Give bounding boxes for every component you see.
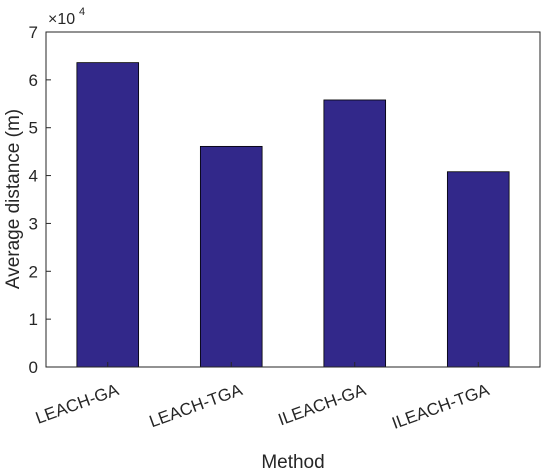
y-axis-exponent-power: 4 — [79, 6, 85, 18]
plot-frame — [45, 31, 541, 368]
x-axis-ticks: LEACH-GA LEACH-TGA ILEACH-GA ILEACH-TGA — [33, 362, 492, 433]
y-tick-label: 3 — [29, 214, 38, 233]
y-tick-label: 0 — [29, 358, 38, 377]
y-tick-label: 2 — [29, 262, 38, 281]
x-tick-label: LEACH-GA — [33, 380, 122, 428]
bar-ileach-tga — [446, 171, 510, 368]
x-tick-label: LEACH-TGA — [147, 380, 246, 431]
x-tick-label: ILEACH-TGA — [389, 380, 492, 433]
bar-leach-ga — [76, 62, 140, 368]
bar-group — [76, 62, 510, 368]
y-tick-label: 6 — [29, 71, 38, 90]
y-axis-exponent: ×10 — [48, 11, 75, 28]
y-tick-label: 1 — [29, 310, 38, 329]
y-axis-ticks: 0 1 2 3 4 5 6 7 — [29, 23, 51, 377]
y-tick-label: 4 — [29, 167, 38, 186]
bar-ileach-ga — [323, 99, 387, 368]
y-axis-label: Average distance (m) — [3, 109, 24, 289]
y-tick-label: 5 — [29, 119, 38, 138]
bar-leach-tga — [199, 145, 263, 368]
x-tick-label: ILEACH-GA — [276, 380, 369, 429]
x-axis-label: Method — [261, 452, 324, 473]
y-tick-label: 7 — [29, 23, 38, 42]
